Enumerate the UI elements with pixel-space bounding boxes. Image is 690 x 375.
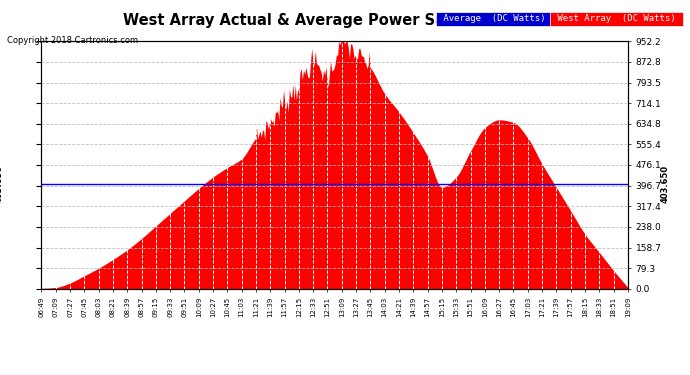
Text: Average  (DC Watts): Average (DC Watts)	[438, 14, 551, 23]
Text: 403.650: 403.650	[0, 165, 3, 203]
Text: 403.650: 403.650	[660, 165, 669, 203]
Text: West Array Actual & Average Power Sat Mar 24 19:10: West Array Actual & Average Power Sat Ma…	[124, 13, 566, 28]
Text: Copyright 2018 Cartronics.com: Copyright 2018 Cartronics.com	[7, 36, 138, 45]
Text: West Array  (DC Watts): West Array (DC Watts)	[552, 14, 681, 23]
